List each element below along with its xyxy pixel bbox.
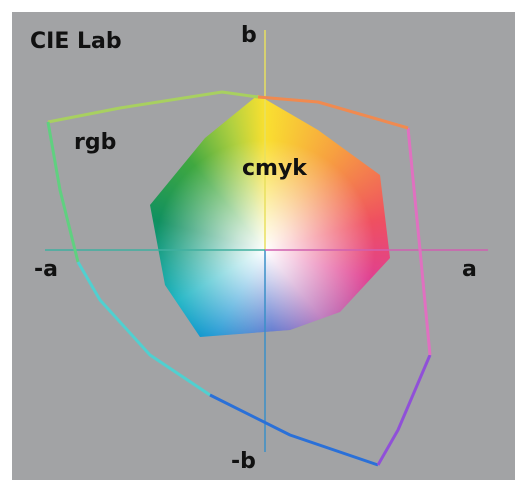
rgb-edge [48,92,258,122]
diagram-title: CIE Lab [30,29,122,54]
axis-label: a [462,257,477,282]
gamut-label: rgb [74,130,116,155]
rgb-edge [408,128,430,355]
rgb-edge [258,97,408,128]
gamut-label: cmyk [242,156,308,181]
page: {"title": "CIE Lab", "axes": {"b": "b", … [0,0,526,492]
rgb-edge [78,262,210,395]
rgb-edge [378,355,430,465]
axes [45,30,488,452]
axis-label: b [241,23,257,48]
axis-label: -b [231,449,256,474]
diagram: CIE Lab b -b a -a rgb cmyk [0,0,526,492]
axis-label: -a [34,257,58,282]
